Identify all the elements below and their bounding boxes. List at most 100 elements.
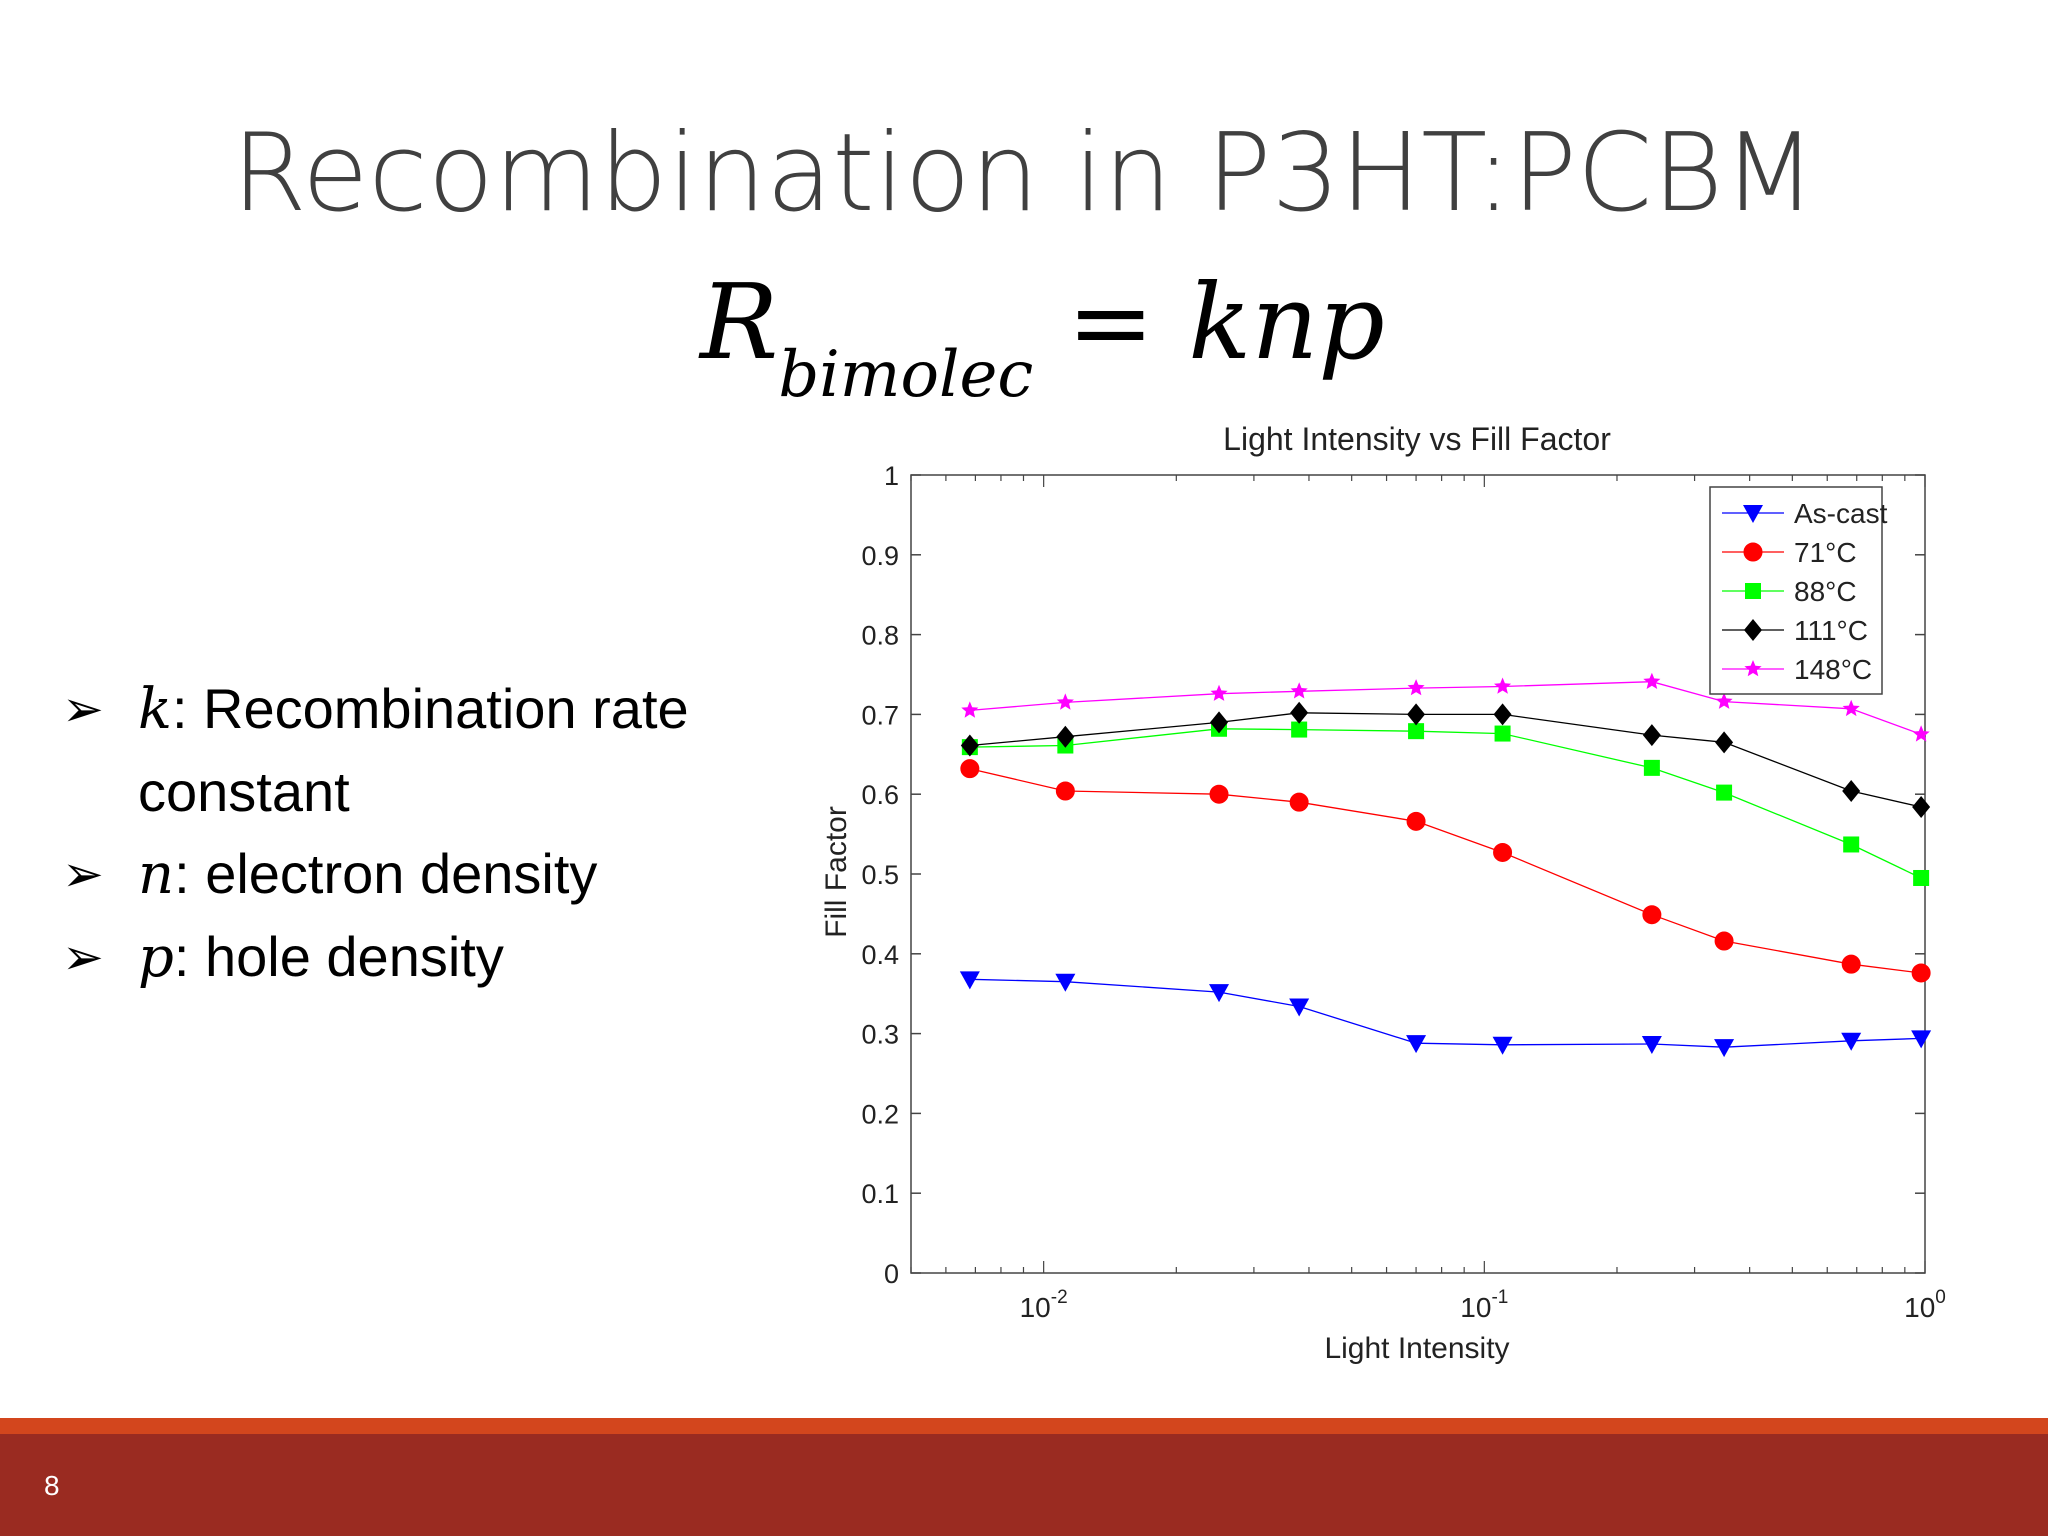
data-point-111-c [1210, 711, 1229, 734]
data-point-88-c [1913, 869, 1930, 886]
data-point-as-cast [1641, 1035, 1662, 1054]
data-point-71-c [1841, 954, 1861, 974]
data-point-as-cast [959, 971, 980, 990]
data-point-88-c [1291, 721, 1308, 738]
data-point-148-c [961, 701, 979, 718]
arrow-bullet-icon: ➢ [62, 845, 104, 903]
equation-equals: = [1067, 261, 1155, 383]
y-axis-label: Fill Factor [820, 806, 853, 938]
data-point-111-c [1056, 725, 1075, 748]
data-point-148-c [1842, 699, 1860, 717]
legend-marker [1744, 619, 1762, 641]
series-line-71-c [969, 768, 1922, 974]
data-point-111-c [1842, 780, 1861, 803]
series-line-111-c [969, 712, 1922, 808]
y-tick-label: 0.8 [861, 621, 899, 651]
y-tick-label: 0.4 [861, 940, 899, 970]
y-tick-label: 0.6 [861, 780, 899, 810]
data-point-as-cast [1714, 1039, 1735, 1058]
data-point-88-c [1643, 759, 1660, 776]
arrow-bullet-icon: ➢ [62, 680, 104, 738]
data-point-as-cast [1055, 973, 1076, 992]
equation-rhs: knp [1188, 261, 1385, 383]
y-tick-label: 0.5 [861, 860, 899, 890]
legend-entry: As-cast [1794, 498, 1888, 529]
x-tick-label: 10-2 [1020, 1287, 1068, 1323]
chart-title: Light Intensity vs Fill Factor [1223, 421, 1611, 457]
data-point-111-c [1407, 703, 1426, 726]
data-point-71-c [1714, 931, 1734, 951]
footer-bar [0, 1434, 2048, 1536]
legend-marker [1745, 583, 1761, 599]
data-point-71-c [1493, 842, 1513, 862]
series-line-88-c [969, 728, 1922, 879]
data-point-as-cast [1209, 984, 1230, 1003]
series-line-as-cast [969, 978, 1922, 1048]
x-tick-label: 10-1 [1460, 1287, 1508, 1323]
bullet-text: : Recombination rate constant [138, 677, 689, 823]
legend-entry: 111°C [1794, 615, 1868, 646]
data-point-148-c [1056, 693, 1074, 710]
data-point-88-c [1716, 784, 1733, 801]
data-point-as-cast [1289, 998, 1310, 1017]
data-point-148-c [1715, 692, 1733, 709]
legend-marker [1743, 542, 1763, 562]
data-point-88-c [1408, 723, 1425, 740]
arrow-bullet-icon: ➢ [62, 928, 104, 986]
data-point-as-cast [1841, 1032, 1862, 1051]
y-tick-label: 0.1 [861, 1179, 899, 1209]
bullet-item-k: ➢ k: Recombination rate constant [62, 668, 822, 833]
legend-entry: 148°C [1794, 654, 1872, 685]
y-tick-label: 0.7 [861, 700, 899, 730]
footer-accent-bar [0, 1418, 2048, 1434]
data-point-148-c [1912, 725, 1930, 742]
equation-subscript: bimolec [778, 338, 1034, 412]
legend-entry: 88°C [1794, 576, 1857, 607]
bullet-item-n: ➢ n: electron density [62, 833, 822, 916]
series-line-148-c [969, 681, 1922, 735]
bullet-variable: n [138, 842, 175, 907]
plot-area: 0 0.1 0.2 0.3 0.4 0.5 0.6 0.7 0.8 0.9 1 10-2 10-1 100… [861, 461, 1945, 1323]
bullet-text: : electron density [174, 842, 598, 905]
legend-marker [1743, 505, 1763, 523]
data-point-71-c [1406, 811, 1426, 831]
data-point-111-c [1642, 724, 1661, 747]
bullet-variable: p [138, 925, 174, 990]
legend-marker [1744, 660, 1762, 677]
equation-lhs: R [700, 261, 779, 383]
data-point-111-c [1493, 703, 1512, 726]
data-point-148-c [1494, 677, 1512, 694]
y-tick-label: 1 [884, 461, 899, 491]
data-point-71-c [1209, 784, 1229, 804]
data-point-71-c [1055, 781, 1075, 801]
slide-title: Recombination in P3HT:PCBM [231, 111, 1817, 236]
data-point-111-c [1290, 701, 1309, 724]
data-point-71-c [960, 759, 980, 779]
data-point-111-c [960, 734, 979, 757]
data-point-as-cast [1406, 1035, 1427, 1054]
data-point-148-c [1210, 684, 1228, 701]
data-point-71-c [1911, 963, 1931, 983]
fill-factor-chart: Light Intensity vs Fill Factor Light Int… [820, 421, 1946, 1365]
bullet-list: ➢ k: Recombination rate constant ➢ n: el… [62, 668, 822, 999]
data-point-71-c [1289, 792, 1309, 812]
data-point-148-c [1643, 672, 1661, 689]
data-point-111-c [1912, 795, 1931, 818]
data-point-148-c [1407, 679, 1425, 696]
y-tick-label: 0.3 [861, 1020, 899, 1050]
data-point-88-c [1494, 725, 1511, 742]
data-point-111-c [1715, 731, 1734, 754]
x-axis-label: Light Intensity [1324, 1332, 1509, 1365]
bullet-variable: k [138, 677, 172, 742]
y-tick-label: 0 [884, 1259, 899, 1289]
y-tick-label: 0.2 [861, 1099, 899, 1129]
x-tick-label: 100 [1904, 1287, 1946, 1323]
data-point-71-c [1642, 905, 1662, 925]
data-point-as-cast [1492, 1036, 1513, 1055]
data-point-88-c [1843, 836, 1860, 853]
bullet-item-p: ➢ p: hole density [62, 916, 822, 999]
data-point-148-c [1290, 682, 1308, 699]
slide-number: 8 [44, 1470, 60, 1501]
bullet-text: : hole density [173, 925, 504, 988]
y-tick-label: 0.9 [861, 541, 899, 571]
